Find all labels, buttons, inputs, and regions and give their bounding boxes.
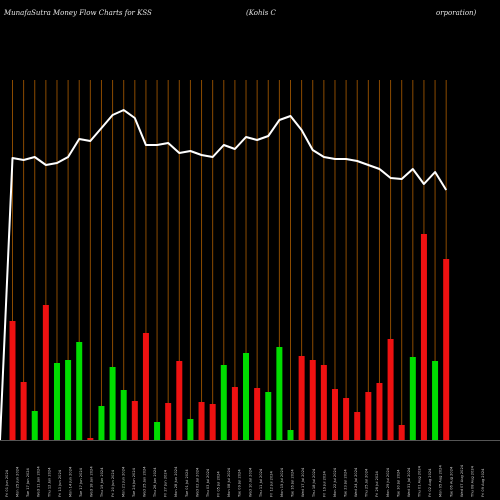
x-tick-label: Tue 30 Jul 2024 <box>396 469 400 498</box>
x-tick-label: Tue 23 Jul 2024 <box>344 469 348 498</box>
x-tick-label: Tue 24 Jun 2024 <box>132 467 136 498</box>
money-flow-bar <box>298 356 305 440</box>
money-flow-bar <box>65 360 72 440</box>
x-tick-label: Fri 12 Jul 2024 <box>269 470 273 496</box>
price-line <box>0 109 448 441</box>
money-flow-bar <box>343 398 350 440</box>
x-tick-label: Tue 17 Jun 2024 <box>26 467 30 498</box>
money-flow-bar <box>198 402 205 440</box>
money-flow-bar <box>98 406 105 440</box>
money-flow-bar <box>354 412 361 440</box>
bar-series <box>9 234 450 440</box>
money-flow-bar <box>443 259 450 440</box>
x-tick-label: Wed 02 Jul 2024 <box>195 467 199 497</box>
x-tick-label: Mon 14 Jun 2024 <box>69 466 73 497</box>
money-flow-bar <box>154 422 161 440</box>
money-flow-bar <box>243 353 250 440</box>
x-tick-label: Wed 17 Jul 2024 <box>301 467 305 497</box>
money-flow-bar <box>309 360 316 440</box>
x-tick-label: Thu 18 Jul 2024 <box>312 468 316 498</box>
x-tick-label: Thu 08 Aug 2024 <box>470 465 474 498</box>
money-flow-bar <box>398 425 405 440</box>
money-flow-bar <box>87 438 94 440</box>
money-flow-bar <box>131 401 138 440</box>
x-tick-label: Tue 09 Jul 2024 <box>238 469 242 498</box>
x-tick-labels: Fri 01 Jun 2024 Mon 25 Jun 2024 Tue 17 Jun… <box>5 464 485 498</box>
money-flow-bar <box>42 305 49 440</box>
money-flow-bar <box>409 357 416 440</box>
x-tick-label: Wed 24 Jul 2024 <box>354 467 358 497</box>
chart-title-company-cont: orporation) <box>436 9 477 17</box>
chart-title: MunafaSutra Money Flow Charts for KSS <box>4 9 152 17</box>
x-tick-label: Fri 09 Aug 2024 <box>481 468 485 497</box>
x-tick-label: Wed 25 Jun 2024 <box>143 466 147 497</box>
x-tick-label: Mon 25 Jun 2024 <box>16 466 20 497</box>
x-tick-label: Tue 01 Jul 2024 <box>185 469 189 498</box>
money-flow-bar <box>187 419 194 440</box>
money-flow-bar <box>365 392 372 440</box>
x-tick-label: Mon 29 Jul 2024 <box>386 467 390 497</box>
x-tick-label: Mon 21 Jun 2024 <box>121 466 125 497</box>
money-flow-bar <box>387 339 394 440</box>
x-tick-label: Thu 25 Jul 2024 <box>365 468 369 498</box>
x-tick-label: Mon 08 Jul 2024 <box>227 467 231 497</box>
money-flow-bar <box>231 387 238 440</box>
x-tick-label: Mon 28 Jun 2024 <box>174 466 178 497</box>
x-tick-label: Wed 31 Jul 2024 <box>407 467 411 497</box>
x-tick-label: Fri 13 Jun 2024 <box>58 469 62 497</box>
x-tick-label: Fri 02 Aug 2024 <box>428 468 432 497</box>
money-flow-bar <box>432 361 439 440</box>
money-flow-bar <box>31 411 38 440</box>
x-tick-label: Fri 01 Jun 2024 <box>5 469 9 497</box>
x-tick-label: Tue 16 Jul 2024 <box>291 469 295 498</box>
x-tick-label: Tue 06 Aug 2024 <box>449 466 453 498</box>
money-flow-bar <box>209 404 216 440</box>
x-tick-label: Mon 05 Aug 2024 <box>439 465 443 497</box>
chart-title-company: (Kohls C <box>246 9 276 17</box>
money-flow-bar <box>20 382 27 440</box>
money-flow-bar <box>176 361 183 440</box>
x-tick-label: Thu 12 Jun 2024 <box>47 467 51 498</box>
x-tick-label: Fri 20 Jun 2024 <box>111 469 115 497</box>
money-flow-bar <box>320 365 327 440</box>
money-flow-bar <box>9 321 16 440</box>
x-tick-label: Thu 11 Jul 2024 <box>259 468 263 498</box>
x-tick-label: Thu 26 Jun 2024 <box>153 467 157 498</box>
x-tick-label: Fri 26 Jul 2024 <box>375 471 379 497</box>
x-tick-label: Fri 05 Jul 2024 <box>217 471 221 497</box>
x-tick-label: Fri 19 Jul 2024 <box>322 470 326 496</box>
money-flow-bar <box>109 367 116 440</box>
x-tick-label: Tue 17 Jun 2024 <box>79 467 83 498</box>
money-flow-bar <box>265 392 272 440</box>
x-tick-label: Wed 07 Aug 2024 <box>460 464 464 497</box>
x-tick-label: Mon 15 Jul 2024 <box>280 467 284 497</box>
x-tick-label: Wed 18 Jun 2024 <box>90 466 94 497</box>
x-tick-label: Thu 03 Jul 2024 <box>206 468 210 498</box>
money-flow-bar <box>120 390 127 440</box>
x-tick-label: Thu 01 Aug 2024 <box>418 465 422 498</box>
money-flow-bar <box>165 403 172 440</box>
money-flow-bar <box>376 383 383 440</box>
money-flow-bar <box>53 363 60 440</box>
money-flow-bar <box>142 333 149 440</box>
x-tick-label: Thu 19 Jun 2024 <box>100 467 104 498</box>
x-tick-label: Wed 10 Jul 2024 <box>248 467 252 497</box>
money-flow-bar <box>254 388 261 440</box>
money-flow-bar <box>287 430 294 440</box>
money-flow-bar <box>331 389 338 440</box>
money-flow-bar <box>76 342 83 440</box>
money-flow-bar <box>220 365 227 440</box>
x-tick-label: Fri 27 Jun 2024 <box>164 469 168 497</box>
money-flow-bar <box>276 347 283 440</box>
x-tick-label: Mon 22 Jul 2024 <box>333 467 337 497</box>
line-series <box>0 109 448 441</box>
x-tick-label: Wed 11 Jun 2024 <box>37 466 41 497</box>
money-flow-bar <box>420 234 427 440</box>
